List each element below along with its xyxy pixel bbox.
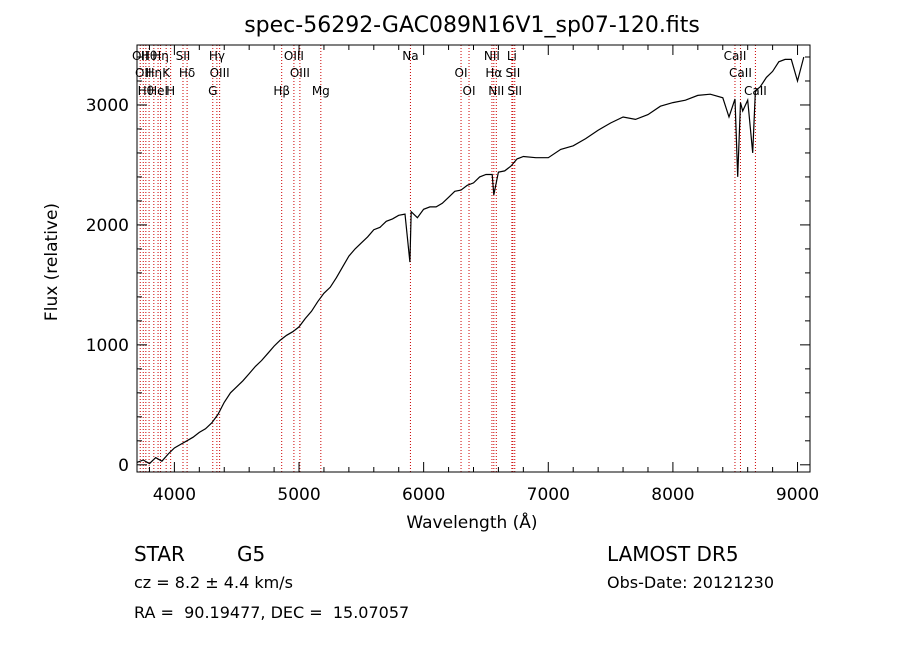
object-class: STAR	[134, 542, 185, 566]
line-labels: OIIOIIHθHθHηHeIHηKHSIIHδGHγOIIIHβOIIIOII…	[132, 49, 767, 98]
line-label: NII	[484, 49, 500, 63]
line-label: OI	[463, 84, 476, 98]
line-label: CaII	[729, 66, 752, 80]
survey-name: LAMOST DR5	[607, 542, 739, 566]
x-tick-label: 4000	[153, 485, 196, 505]
x-tick-label: 5000	[277, 485, 320, 505]
line-label: CaII	[724, 49, 747, 63]
y-tick-label: 1000	[86, 336, 129, 356]
plot-frame	[136, 44, 811, 473]
line-label: Hθ	[138, 84, 154, 98]
subclass: G5	[237, 542, 266, 566]
line-label: OIII	[210, 66, 230, 80]
x-axis-label: Wavelength (Å)	[406, 511, 537, 533]
x-tick-label: 9000	[776, 485, 819, 505]
line-label: Hα	[485, 66, 502, 80]
line-label: Hγ	[209, 49, 225, 63]
line-label: Mg	[312, 84, 330, 98]
line-label: Hδ	[179, 66, 195, 80]
line-label: OII	[132, 49, 149, 63]
line-label: Li	[507, 49, 517, 63]
line-label: Hθ	[141, 49, 157, 63]
line-label: K	[162, 66, 171, 80]
line-label: NII	[488, 84, 504, 98]
line-label: CaII	[744, 84, 767, 98]
axis-ticks: 4000 5000 6000 7000 8000 9000 0 1000 2000 3000	[86, 45, 819, 505]
line-label: H	[166, 84, 175, 98]
y-tick-label: 0	[118, 456, 129, 476]
y-axis-label: Flux (relative)	[42, 203, 62, 321]
x-tick-label: 8000	[651, 485, 694, 505]
line-label: Na	[402, 49, 418, 63]
x-tick-label: 6000	[402, 485, 445, 505]
line-label: Hη	[152, 49, 169, 63]
line-label: Hβ	[273, 84, 290, 98]
coordinates: RA = 90.19477, DEC = 15.07057	[134, 603, 410, 622]
y-tick-label: 2000	[86, 216, 129, 236]
y-tick-label: 3000	[86, 96, 129, 116]
x-tick-label: 7000	[527, 485, 570, 505]
line-label: OIII	[290, 66, 310, 80]
line-label: SII	[176, 49, 191, 63]
line-markers	[139, 45, 756, 472]
line-label: SII	[506, 66, 521, 80]
redshift-text: cz = 8.2 ± 4.4 km/s	[134, 573, 293, 592]
chart-title: spec-56292-GAC089N16V1_sp07-120.fits	[244, 13, 700, 38]
spectrum-line	[136, 56, 805, 465]
line-label: Hη	[146, 66, 163, 80]
line-label: HeI	[148, 84, 168, 98]
line-label: OIII	[284, 49, 304, 63]
obs-date: Obs-Date: 20121230	[607, 573, 775, 592]
line-label: SII	[507, 84, 522, 98]
line-label: OI	[455, 66, 468, 80]
line-label: G	[208, 84, 217, 98]
line-label: OII	[135, 66, 152, 80]
